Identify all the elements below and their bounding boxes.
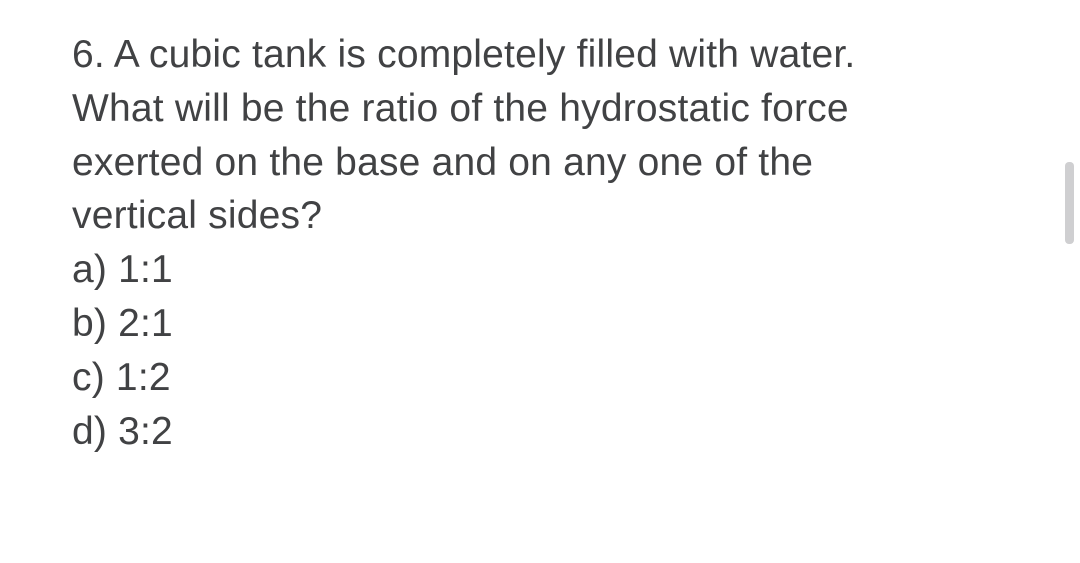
scrollbar-thumb[interactable]: [1065, 162, 1074, 244]
question-line-3: exerted on the base and on any one of th…: [72, 136, 1020, 190]
question-line-1: 6. A cubic tank is completely filled wit…: [72, 28, 1020, 82]
question-line-2: What will be the ratio of the hydrostati…: [72, 82, 1020, 136]
question-page: 6. A cubic tank is completely filled wit…: [0, 0, 1080, 563]
option-b[interactable]: b) 2:1: [72, 297, 1020, 351]
option-a[interactable]: a) 1:1: [72, 243, 1020, 297]
question-line-4: vertical sides?: [72, 189, 1020, 243]
option-c[interactable]: c) 1:2: [72, 351, 1020, 405]
option-d[interactable]: d) 3:2: [72, 405, 1020, 459]
